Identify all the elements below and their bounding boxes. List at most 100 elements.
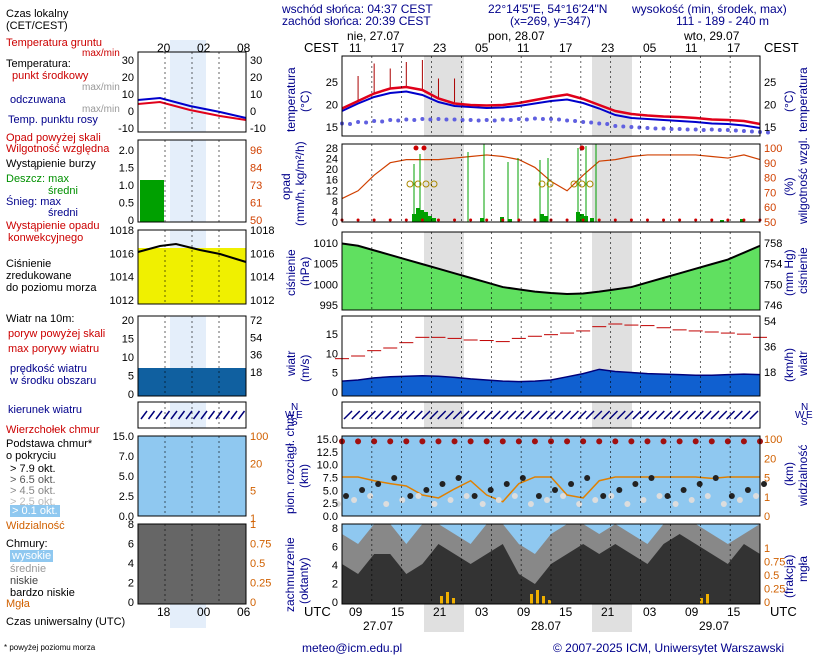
wind-arrow bbox=[585, 410, 595, 420]
mini-temp-tick-right: 10 bbox=[250, 89, 262, 101]
vis-tick: 0 bbox=[764, 511, 770, 523]
fog-bar bbox=[706, 594, 709, 604]
dew-point bbox=[380, 119, 385, 124]
storm-mark bbox=[414, 180, 422, 188]
fog-tick: 0.25 bbox=[764, 584, 785, 596]
mini-fog-tick: 0.75 bbox=[250, 539, 271, 551]
cloud-base-dot bbox=[568, 481, 575, 487]
grid-text: (x=269, y=347) bbox=[510, 14, 591, 28]
temp-tick-left: 20 bbox=[326, 100, 338, 112]
cloud-top-dot bbox=[660, 438, 667, 445]
wind-line bbox=[341, 368, 761, 383]
hour-top-label: 17 bbox=[559, 41, 573, 55]
legend-pressure3: do poziomu morza bbox=[6, 282, 97, 294]
wind-arrow bbox=[702, 410, 712, 420]
mini-humid-tick: 84 bbox=[250, 163, 262, 175]
precip-over-mark bbox=[413, 145, 419, 151]
mini-wind-arrow bbox=[177, 410, 186, 420]
legend-snow-mean: średni bbox=[48, 207, 78, 219]
legend-precip-over: Opad powyżej skali bbox=[6, 132, 101, 144]
hour-top-label: 23 bbox=[601, 41, 615, 55]
cloud-top-dot bbox=[596, 438, 603, 445]
cloud-base-dot-light bbox=[560, 493, 567, 499]
wind-arrow bbox=[460, 410, 470, 420]
conv-mark bbox=[710, 218, 714, 222]
fog-axis-unit: (frakcja) bbox=[782, 554, 796, 598]
cloud-base-dot bbox=[712, 475, 719, 481]
temp-tick-left: 15 bbox=[326, 122, 338, 134]
dew-point bbox=[693, 127, 698, 132]
mini-wind-tick: 20 bbox=[122, 315, 134, 327]
precip-axis-title: opad bbox=[279, 173, 293, 200]
fog-bar bbox=[530, 594, 533, 604]
dew-point bbox=[581, 120, 586, 124]
mini-cover-tick: 6 bbox=[128, 539, 134, 551]
legend-local-time2: (CET/CEST) bbox=[6, 20, 68, 32]
hour-bottom-label: 09 bbox=[517, 605, 531, 619]
dew-point bbox=[605, 122, 610, 126]
cloud-base-dot-light bbox=[704, 493, 711, 499]
dew-point bbox=[468, 118, 473, 122]
storm-mark bbox=[578, 180, 586, 188]
wind-arrow bbox=[741, 410, 751, 420]
temp-axis-title: temperatura bbox=[284, 67, 298, 132]
wind-arrow bbox=[687, 410, 697, 420]
conv-mark bbox=[436, 218, 440, 222]
temp-tick-right: 15 bbox=[764, 122, 776, 134]
cloud-base-dot bbox=[359, 487, 366, 493]
press-tick: 1005 bbox=[314, 259, 338, 271]
cloud-tick: 15.0 bbox=[317, 434, 338, 446]
fog-bar bbox=[700, 598, 703, 604]
storm-mark bbox=[538, 180, 546, 188]
fog-tick: 0.5 bbox=[764, 570, 779, 582]
mini-wind-arrow bbox=[237, 410, 246, 420]
wind-arrow bbox=[546, 410, 556, 420]
mini-hour-bottom-label: 18 bbox=[157, 605, 171, 619]
cloud-base-dot-light bbox=[479, 501, 486, 507]
conv-mark bbox=[694, 218, 698, 222]
footnote: * powyżej poziomu morza bbox=[4, 643, 96, 652]
conv-mark bbox=[613, 218, 617, 222]
mini-wind-tick-right: 36 bbox=[250, 350, 262, 362]
mini-precip-tick: 0 bbox=[128, 215, 134, 227]
fog-bar bbox=[446, 592, 449, 604]
mini-wind-tick: 15 bbox=[122, 334, 134, 346]
dew-point bbox=[573, 119, 578, 123]
precip-tick: 8 bbox=[332, 196, 338, 208]
cest-label-left: CEST bbox=[304, 40, 339, 55]
humidity-line bbox=[341, 154, 761, 200]
cloud-tick: 0.0 bbox=[323, 511, 338, 523]
hour-bottom-label: 21 bbox=[601, 605, 615, 619]
legend-okt45: > 4.5 okt. bbox=[10, 485, 56, 497]
mini-humid-tick: 61 bbox=[250, 198, 262, 210]
mini-wind-arrow bbox=[215, 410, 223, 420]
cloud-base-dot bbox=[696, 481, 703, 487]
mini-cover-tick: 4 bbox=[128, 558, 134, 570]
storm-mark bbox=[406, 180, 414, 188]
wind-tick: 5 bbox=[332, 368, 338, 380]
cloud-base-dot-light bbox=[656, 493, 663, 499]
cloud-base-dot-light bbox=[736, 497, 743, 503]
wind-arrow bbox=[390, 410, 400, 420]
precip-over-mark bbox=[579, 145, 585, 151]
wind-arrow bbox=[476, 410, 486, 420]
wind-arrow bbox=[538, 410, 548, 420]
cloud-base-dot bbox=[375, 481, 382, 487]
mini-press-tick-right: 1018 bbox=[250, 225, 274, 237]
mini-night-band-bottom bbox=[170, 604, 206, 628]
dew-point bbox=[452, 117, 457, 122]
mini-fog-tick: 0.25 bbox=[250, 578, 271, 590]
cloud-base-dot-light bbox=[624, 501, 631, 507]
rain-bar bbox=[544, 216, 548, 222]
mini-vis-tick: 1 bbox=[250, 513, 256, 525]
legend-low: niskie bbox=[10, 575, 39, 587]
dew-point bbox=[709, 127, 714, 132]
press-tick-right: 750 bbox=[764, 279, 782, 291]
temp-axis-unit: (°C) bbox=[298, 90, 312, 112]
conv-mark bbox=[533, 218, 537, 222]
footer-email[interactable]: meteo@icm.edu.pl bbox=[302, 641, 403, 655]
dew-point bbox=[565, 118, 570, 123]
humid-axis-unit: (%) bbox=[782, 177, 796, 196]
fog-tick: 1 bbox=[764, 543, 770, 555]
wind-arrow bbox=[663, 410, 673, 420]
